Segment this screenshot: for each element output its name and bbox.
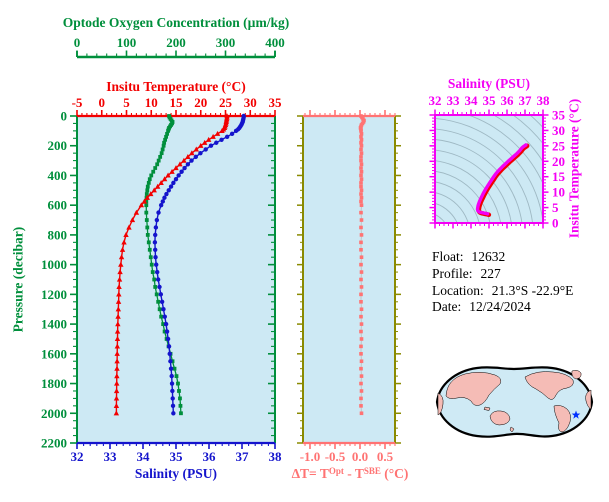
svg-text:-0.5: -0.5 [325, 449, 346, 464]
svg-text:800: 800 [48, 227, 68, 242]
svg-text:0.5: 0.5 [377, 449, 394, 464]
ts-salinity-axis-title: Salinity (PSU) [447, 76, 531, 91]
svg-text:200: 200 [48, 138, 68, 153]
float-location-star-icon [571, 410, 581, 419]
salinity-axis-title: Salinity (PSU) [134, 466, 218, 481]
svg-text:33: 33 [104, 449, 118, 464]
svg-text:10: 10 [552, 185, 565, 200]
float-info-row: Date: 12/24/2024 [432, 299, 531, 315]
svg-text:10: 10 [145, 95, 158, 110]
float-info-row: Profile: 227 [432, 265, 501, 281]
float-info-row: Float: 12632 [432, 249, 506, 264]
map-continents [437, 370, 592, 433]
svg-text:35: 35 [170, 449, 184, 464]
svg-text:36: 36 [203, 449, 217, 464]
svg-text:5: 5 [123, 95, 130, 110]
svg-text:37: 37 [519, 93, 533, 108]
svg-text:0: 0 [552, 216, 559, 231]
panel-backgrounds [77, 115, 543, 443]
salinity-curve [152, 113, 246, 416]
svg-text:34: 34 [137, 449, 151, 464]
svg-text:5: 5 [552, 200, 559, 215]
svg-text:20: 20 [194, 95, 207, 110]
svg-text:15: 15 [170, 95, 184, 110]
delta-pressure-axis [297, 115, 401, 444]
svg-text:0.0: 0.0 [352, 449, 368, 464]
svg-text:38: 38 [269, 449, 283, 464]
svg-text:1200: 1200 [41, 287, 67, 302]
svg-text:1400: 1400 [41, 317, 67, 332]
svg-text:25: 25 [219, 95, 233, 110]
svg-text:1600: 1600 [41, 346, 67, 361]
svg-text:200: 200 [166, 35, 186, 50]
svg-text:0: 0 [74, 35, 81, 50]
pressure-axis-title: Pressure (decibar) [10, 226, 26, 333]
svg-text:-1.0: -1.0 [300, 449, 321, 464]
temperature-curve [113, 113, 230, 416]
svg-text:33: 33 [447, 93, 461, 108]
float-info-row: Location: 21.3°S -22.9°E [432, 282, 574, 298]
ts-curve [475, 143, 530, 218]
oxygen-axis: 0 100 200 300 400 [74, 35, 285, 59]
svg-text:100: 100 [117, 35, 137, 50]
svg-text:1000: 1000 [41, 257, 67, 272]
svg-text:37: 37 [236, 449, 250, 464]
svg-text:32: 32 [71, 449, 84, 464]
svg-text:300: 300 [216, 35, 236, 50]
delta-t-axis: -1.0 -0.5 0.0 0.5 [300, 110, 396, 464]
svg-text:0: 0 [99, 95, 106, 110]
salinity-axis: 32 33 34 35 36 37 38 [71, 441, 283, 464]
temperature-axis: -5 0 5 10 15 20 25 30 35 [72, 95, 283, 118]
svg-text:38: 38 [537, 93, 551, 108]
pressure-axis: 0 200 400 600 800 1000 1200 1400 1600 1800 2000 220… [41, 109, 276, 451]
svg-text:35: 35 [552, 108, 566, 123]
svg-text:20: 20 [552, 154, 565, 169]
svg-text:0: 0 [61, 109, 68, 124]
ts-temperature-axis-title: Insitu Temperature (°C) [566, 98, 582, 239]
svg-text:400: 400 [48, 168, 68, 183]
svg-text:32: 32 [429, 93, 442, 108]
svg-text:-5: -5 [72, 95, 83, 110]
svg-text:34: 34 [465, 93, 479, 108]
delta-t-curve [358, 114, 366, 416]
float-info: Float: 12632 Profile: 227 Location: 21.3°S … [432, 249, 573, 316]
svg-text:30: 30 [552, 123, 565, 138]
delta-t-axis-title: ΔT= TOpt - TSBE (°C) [291, 466, 409, 481]
svg-text:600: 600 [48, 198, 68, 213]
svg-text:35: 35 [483, 93, 497, 108]
svg-text:36: 36 [501, 93, 515, 108]
svg-text:400: 400 [265, 35, 285, 50]
oxygen-axis-title: Optode Oxygen Concentration (µm/kg) [62, 15, 290, 30]
svg-text:25: 25 [552, 138, 566, 153]
svg-text:1800: 1800 [41, 376, 67, 391]
svg-text:2200: 2200 [41, 436, 67, 451]
svg-text:35: 35 [269, 95, 283, 110]
svg-text:2000: 2000 [41, 406, 67, 421]
svg-text:30: 30 [244, 95, 257, 110]
temperature-axis-title: Insitu Temperature (°C) [106, 79, 246, 94]
svg-text:15: 15 [552, 169, 566, 184]
world-map [435, 366, 594, 438]
